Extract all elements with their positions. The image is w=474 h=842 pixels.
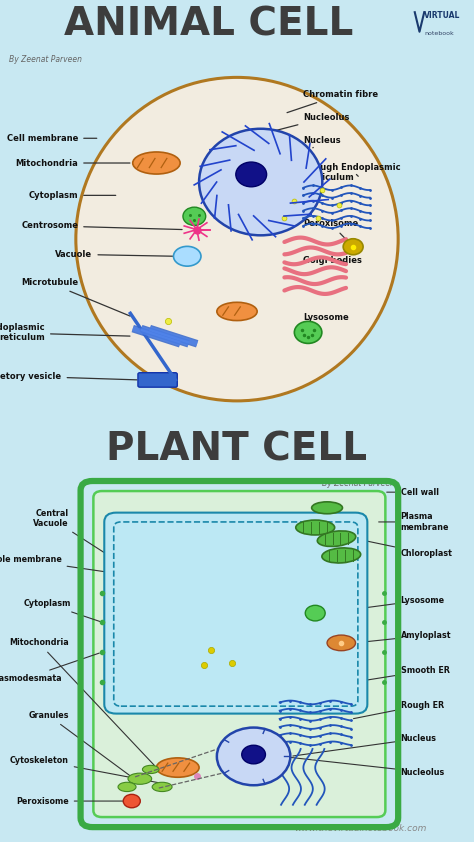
Text: Plasma
membrane: Plasma membrane <box>379 512 449 531</box>
Ellipse shape <box>236 162 266 187</box>
Text: Golgi bodies: Golgi bodies <box>303 256 362 264</box>
Text: Mitochondria: Mitochondria <box>16 158 130 168</box>
Ellipse shape <box>156 758 199 777</box>
Text: Lysosome: Lysosome <box>328 595 445 613</box>
Text: Nucleolus: Nucleolus <box>267 754 445 776</box>
Ellipse shape <box>343 239 363 255</box>
Text: Vacuole membrane: Vacuole membrane <box>0 555 118 573</box>
Text: Granules: Granules <box>28 711 133 778</box>
Text: Chloroplast: Chloroplast <box>358 539 452 558</box>
Text: Plasmodesmata: Plasmodesmata <box>0 653 99 683</box>
Text: Cytoskeleton: Cytoskeleton <box>10 755 158 783</box>
Ellipse shape <box>242 745 265 764</box>
Text: Centrosome: Centrosome <box>21 221 182 231</box>
Text: Peroxisome: Peroxisome <box>303 220 359 245</box>
Text: Chromatin fibre: Chromatin fibre <box>287 90 378 113</box>
FancyBboxPatch shape <box>104 513 367 714</box>
Ellipse shape <box>183 207 206 226</box>
Text: Mitochondria: Mitochondria <box>9 638 155 765</box>
Text: Vacuole: Vacuole <box>55 250 173 258</box>
Text: Cell membrane: Cell membrane <box>7 134 97 143</box>
Text: Rough Endoplasmic
reticulum: Rough Endoplasmic reticulum <box>308 163 401 182</box>
Circle shape <box>123 794 140 807</box>
Text: www.thevirtualnotebook.com: www.thevirtualnotebook.com <box>294 823 426 833</box>
Text: Central
Vacuole: Central Vacuole <box>33 509 135 573</box>
Ellipse shape <box>142 765 159 774</box>
Text: Nucleolus: Nucleolus <box>271 113 350 132</box>
Ellipse shape <box>76 77 398 401</box>
Ellipse shape <box>217 727 290 786</box>
Text: Smooth Endoplasmic
reticulum: Smooth Endoplasmic reticulum <box>0 322 130 342</box>
Ellipse shape <box>327 635 356 651</box>
Text: Amyloplast: Amyloplast <box>357 631 451 642</box>
Text: notebook: notebook <box>424 30 454 35</box>
Ellipse shape <box>296 520 335 535</box>
Ellipse shape <box>311 502 342 514</box>
Ellipse shape <box>118 782 136 791</box>
Text: Secretory vesicle: Secretory vesicle <box>0 371 137 381</box>
Ellipse shape <box>217 302 257 321</box>
FancyBboxPatch shape <box>138 373 177 387</box>
Text: Cell wall: Cell wall <box>387 488 438 497</box>
Text: By Zeenat Parveen: By Zeenat Parveen <box>322 479 395 488</box>
Text: Peroxisome: Peroxisome <box>16 797 129 806</box>
Text: PLANT CELL: PLANT CELL <box>107 430 367 469</box>
Ellipse shape <box>199 129 322 235</box>
Text: Lysosome: Lysosome <box>303 312 349 331</box>
Text: Cytoplasm: Cytoplasm <box>24 600 111 626</box>
Text: By Zeenat Parveen: By Zeenat Parveen <box>9 55 82 63</box>
Ellipse shape <box>322 548 361 563</box>
Text: Cytoplasm: Cytoplasm <box>28 191 116 200</box>
Ellipse shape <box>152 782 172 791</box>
Text: Rough ER: Rough ER <box>354 701 444 718</box>
Text: Microtubule: Microtubule <box>21 279 130 316</box>
Text: Nucleus: Nucleus <box>293 734 437 756</box>
Ellipse shape <box>173 247 201 266</box>
Text: VIRTUAL: VIRTUAL <box>424 11 461 20</box>
Text: Nucleus: Nucleus <box>303 136 341 148</box>
Ellipse shape <box>128 773 152 784</box>
Ellipse shape <box>305 605 325 621</box>
Text: Smooth ER: Smooth ER <box>311 666 449 689</box>
Ellipse shape <box>133 152 180 174</box>
Ellipse shape <box>317 531 356 546</box>
Ellipse shape <box>294 322 322 344</box>
Text: ANIMAL CELL: ANIMAL CELL <box>64 5 353 44</box>
FancyBboxPatch shape <box>93 491 385 817</box>
